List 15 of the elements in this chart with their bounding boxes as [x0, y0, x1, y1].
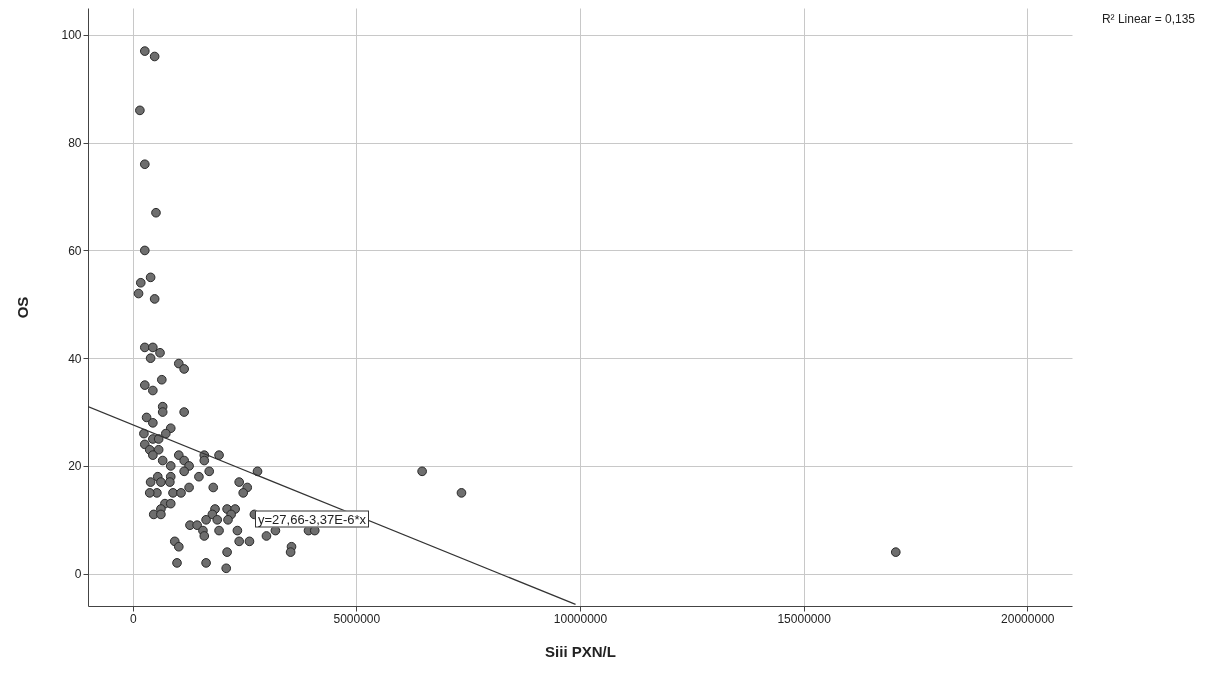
y-tick-label: 0	[74, 567, 82, 582]
text: R² Linear = 0,135	[1101, 12, 1196, 26]
y-tick-label: 100	[61, 28, 82, 43]
annotation: y=27,66-3,37E-6*x	[255, 510, 370, 528]
x-tick-label: 0	[129, 611, 137, 626]
x-tick-label: 15000000	[777, 611, 832, 626]
x-tick-label: 10000000	[553, 611, 608, 626]
y-tick-label: 60	[68, 243, 82, 258]
y-tick-label: 40	[68, 351, 82, 366]
x-tick-label: 5000000	[333, 611, 381, 626]
x-tick-label: 20000000	[1001, 611, 1055, 626]
y-tick-label: 80	[68, 136, 82, 151]
y-tick-label: 20	[68, 459, 82, 474]
y-axis-title: OS	[14, 296, 32, 319]
x-axis-title: Siii PXN/L	[545, 642, 616, 660]
